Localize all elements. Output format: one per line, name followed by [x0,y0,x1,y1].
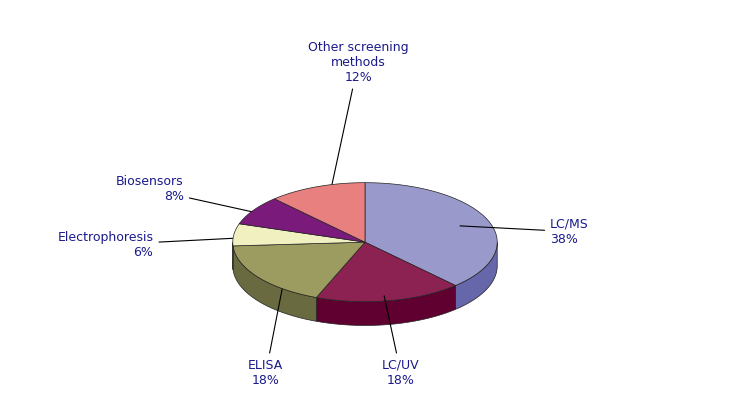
Text: Electrophoresis
6%: Electrophoresis 6% [58,231,264,259]
Polygon shape [233,224,365,246]
Text: ELISA
18%: ELISA 18% [248,278,284,386]
Polygon shape [316,286,456,326]
Text: Other screening
methods
12%: Other screening methods 12% [308,40,409,198]
Polygon shape [233,242,365,298]
Text: Biosensors
8%: Biosensors 8% [116,175,279,217]
Polygon shape [365,183,497,286]
Polygon shape [233,246,316,321]
Text: LC/MS
38%: LC/MS 38% [460,217,589,245]
Text: LC/UV
18%: LC/UV 18% [382,296,420,386]
Polygon shape [274,183,365,242]
Polygon shape [239,199,365,242]
Polygon shape [316,242,456,302]
Polygon shape [456,243,497,309]
